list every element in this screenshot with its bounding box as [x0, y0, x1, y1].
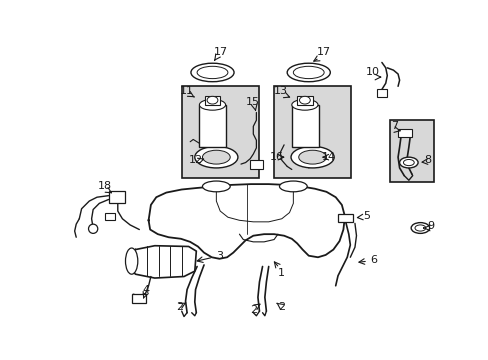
Bar: [297, 95, 312, 105]
Text: 15: 15: [246, 97, 260, 107]
Ellipse shape: [298, 150, 326, 164]
Bar: [291, 105, 318, 147]
Ellipse shape: [291, 99, 317, 110]
Polygon shape: [131, 246, 196, 278]
Bar: [105, 213, 115, 220]
Ellipse shape: [299, 96, 310, 104]
Text: 1: 1: [278, 267, 285, 278]
Ellipse shape: [279, 181, 306, 192]
Text: 4: 4: [142, 285, 149, 294]
Ellipse shape: [197, 66, 227, 78]
Text: 13: 13: [273, 86, 287, 96]
Bar: [337, 214, 353, 222]
Text: 7: 7: [390, 121, 398, 131]
Text: 17: 17: [316, 48, 330, 58]
Ellipse shape: [190, 63, 234, 82]
Bar: [108, 191, 125, 203]
Ellipse shape: [410, 222, 429, 233]
Ellipse shape: [290, 147, 333, 168]
Text: 12: 12: [189, 155, 203, 165]
Bar: [250, 160, 262, 170]
Text: 16: 16: [269, 152, 283, 162]
Text: 18: 18: [98, 181, 112, 191]
Text: 3: 3: [216, 251, 223, 261]
Ellipse shape: [199, 99, 225, 110]
Text: 10: 10: [365, 67, 379, 77]
Text: 17: 17: [213, 48, 227, 58]
Ellipse shape: [293, 66, 324, 78]
Bar: [389, 120, 433, 182]
Polygon shape: [148, 184, 344, 259]
Bar: [274, 86, 350, 178]
Text: 9: 9: [426, 221, 433, 231]
Bar: [182, 86, 258, 178]
Ellipse shape: [194, 147, 238, 168]
Text: 14: 14: [321, 152, 335, 162]
Ellipse shape: [88, 224, 98, 233]
Ellipse shape: [207, 96, 218, 104]
Bar: [376, 89, 386, 97]
Text: 6: 6: [370, 255, 377, 265]
Text: 2: 2: [278, 302, 285, 311]
Bar: [131, 294, 145, 303]
Bar: [199, 105, 226, 147]
Text: 11: 11: [180, 86, 194, 96]
Ellipse shape: [403, 159, 413, 166]
Text: 2: 2: [249, 305, 256, 315]
Bar: [397, 130, 411, 137]
Ellipse shape: [399, 157, 417, 168]
Ellipse shape: [202, 150, 230, 164]
Ellipse shape: [286, 63, 329, 82]
Text: 2: 2: [176, 302, 183, 311]
Bar: [204, 95, 220, 105]
Ellipse shape: [414, 225, 425, 231]
Ellipse shape: [125, 248, 138, 274]
Text: 5: 5: [362, 211, 369, 221]
Ellipse shape: [202, 181, 230, 192]
Text: 8: 8: [424, 155, 431, 165]
